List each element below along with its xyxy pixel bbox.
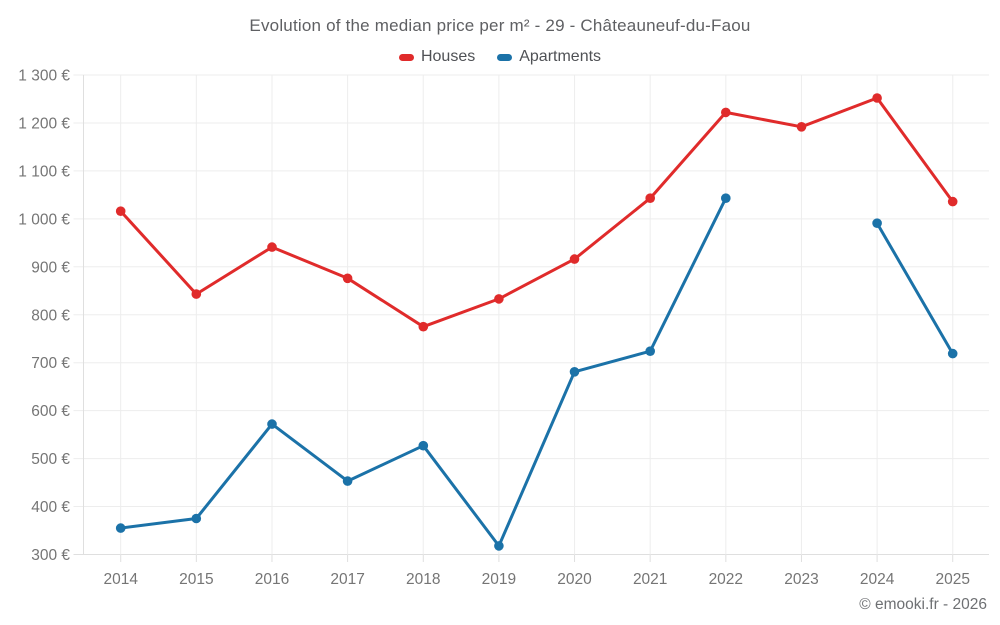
legend-label-houses: Houses: [420, 48, 476, 65]
series-houses: [115, 93, 958, 332]
data-point-apartments-2016[interactable]: [267, 419, 277, 429]
x-tick-label: 2015: [179, 571, 213, 588]
houses-legend-swatch-icon: [398, 53, 414, 61]
y-tick-label: 1 000 €: [18, 211, 70, 228]
y-tick-label: 900 €: [31, 259, 70, 276]
x-tick-label: 2024: [860, 571, 895, 588]
series-apartments: [115, 193, 958, 551]
data-point-houses-2023[interactable]: [796, 122, 807, 132]
x-tick-label: 2023: [784, 571, 818, 588]
data-point-houses-2024[interactable]: [872, 93, 882, 103]
y-tick-label: 500 €: [31, 451, 70, 468]
data-point-houses-2016[interactable]: [267, 242, 277, 252]
data-point-apartments-2018[interactable]: [418, 440, 429, 451]
data-point-houses-2014[interactable]: [115, 206, 126, 216]
y-tick-label: 700 €: [31, 355, 70, 372]
data-point-houses-2020[interactable]: [569, 254, 580, 264]
x-tick-label: 2025: [935, 571, 969, 588]
legend-item-apartments[interactable]: Apartments: [497, 48, 601, 66]
x-tick-label: 2022: [709, 571, 743, 588]
data-point-apartments-2020[interactable]: [569, 367, 580, 377]
x-tick-label: 2014: [103, 571, 138, 588]
x-tick-label: 2016: [255, 571, 289, 588]
x-tick-label: 2021: [633, 571, 667, 588]
data-point-apartments-2017[interactable]: [342, 476, 353, 486]
chart-legend: Houses Apartments: [0, 46, 1000, 68]
data-point-houses-2018[interactable]: [418, 321, 429, 332]
data-point-apartments-2015[interactable]: [191, 513, 202, 524]
y-tick-label: 800 €: [31, 307, 70, 324]
data-point-houses-2019[interactable]: [494, 294, 504, 304]
copyright-credit: © emooki.fr - 2026: [859, 596, 987, 613]
y-gridlines-and-labels: 300 € 400 € 500 € 600 € 700 € 800 € 900 € 1 000…: [18, 68, 989, 564]
data-point-houses-2021[interactable]: [645, 193, 655, 203]
data-point-apartments-2022[interactable]: [721, 193, 731, 203]
x-tick-label: 2019: [482, 571, 516, 588]
data-point-apartments-2014[interactable]: [115, 523, 126, 533]
data-point-houses-2022[interactable]: [721, 107, 731, 118]
x-tick-label: 2020: [557, 571, 592, 588]
x-tick-label: 2018: [406, 571, 440, 588]
y-tick-label: 1 100 €: [18, 163, 70, 180]
y-tick-label: 1 200 €: [18, 115, 70, 132]
chart-title: Evolution of the median price per m² - 2…: [249, 16, 751, 35]
data-point-houses-2015[interactable]: [191, 289, 202, 299]
apartments-legend-swatch-icon: [497, 53, 513, 61]
y-tick-label: 1 300 €: [18, 68, 70, 85]
data-point-houses-2025[interactable]: [947, 196, 958, 207]
data-point-apartments-2021[interactable]: [645, 346, 655, 357]
data-point-houses-2017[interactable]: [342, 273, 353, 284]
apartments-line: [119, 196, 955, 548]
legend-label-apartments: Apartments: [519, 48, 602, 65]
y-tick-label: 400 €: [31, 499, 70, 516]
data-point-apartments-2024[interactable]: [872, 218, 882, 228]
houses-line: [119, 96, 955, 329]
y-tick-label: 600 €: [31, 403, 70, 420]
data-point-apartments-2019[interactable]: [494, 541, 504, 551]
data-point-apartments-2025[interactable]: [947, 348, 958, 359]
x-tick-label: 2017: [330, 571, 364, 588]
x-gridlines-and-labels: 2014 2015 2016 2017 2018 2019 2020 2021 2022 2023…: [103, 75, 970, 588]
y-tick-label: 300 €: [31, 547, 70, 564]
legend-item-houses[interactable]: Houses: [398, 48, 476, 66]
